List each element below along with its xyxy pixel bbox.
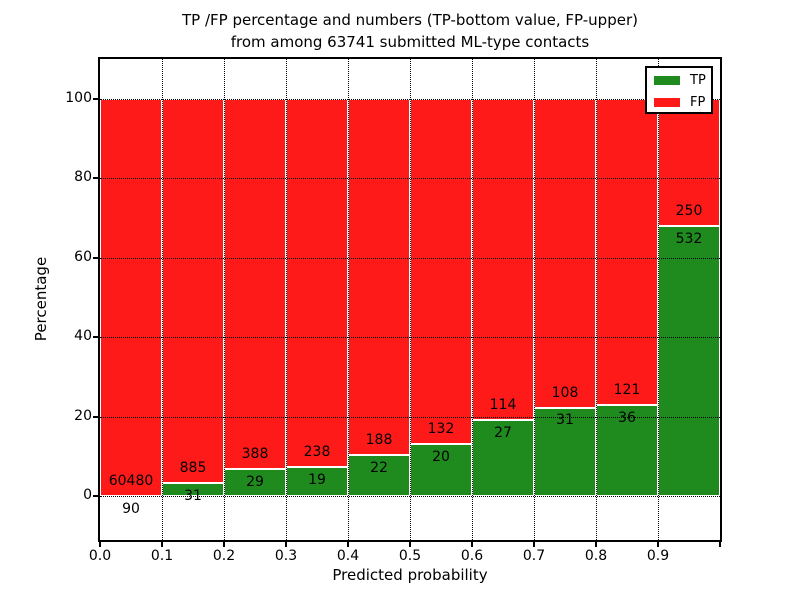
y-tick-label: 20	[74, 407, 92, 424]
x-tick	[657, 542, 659, 547]
y-tick	[93, 336, 98, 339]
tp-count-label: 532	[675, 230, 703, 247]
tp-count-label: 90	[122, 500, 140, 517]
x-tick	[533, 542, 535, 547]
bar-tp-0.3-0.4	[286, 466, 348, 497]
x-tick-label: 0.7	[522, 548, 546, 564]
x-gridline	[286, 59, 287, 540]
y-tick	[93, 256, 98, 259]
x-gridline	[596, 59, 597, 540]
x-tick	[161, 542, 163, 547]
y-gridline	[100, 98, 720, 100]
tp-count-label: 20	[432, 448, 450, 465]
tp-count-label: 36	[618, 409, 636, 426]
tp-count-label: 19	[308, 471, 326, 488]
bar-tp-0.2-0.3	[224, 468, 286, 497]
legend-swatch-tp	[654, 75, 680, 85]
x-gridline	[658, 59, 659, 540]
bar-fp-0.4-0.5	[348, 98, 410, 455]
legend-label-tp: TP	[690, 72, 706, 88]
x-tick-label: 0.0	[88, 548, 112, 564]
plot-frame: 60480 90 885 31 388 29 238 19 188 22 132 20 114 27 108…	[98, 57, 722, 542]
x-tick	[285, 542, 287, 547]
x-tick	[595, 542, 597, 547]
x-gridline	[472, 59, 473, 540]
bar-fp-0.6-0.7	[472, 98, 534, 421]
y-axis-label: Percentage	[32, 256, 50, 342]
tp-count-label: 22	[370, 459, 388, 476]
bar-fp-0.5-0.6	[410, 98, 472, 444]
x-tick-label: 0.9	[646, 548, 670, 564]
bar-fp-0.3-0.4	[286, 98, 348, 467]
legend-label-fp: FP	[690, 94, 706, 110]
x-tick	[99, 542, 101, 547]
x-tick-label: 0.8	[584, 548, 608, 564]
x-gridline	[534, 59, 535, 540]
fp-count-label: 121	[613, 382, 641, 399]
legend-swatch-fp	[654, 97, 680, 107]
x-gridline	[410, 59, 411, 540]
x-tick	[409, 542, 411, 547]
legend-row-tp: TP	[647, 70, 711, 90]
x-axis-label: Predicted probability	[332, 566, 488, 584]
bar-fp-0.8-0.9	[596, 98, 658, 406]
fp-count-label: 250	[675, 202, 703, 219]
chart-title: TP /FP percentage and numbers (TP-bottom…	[100, 9, 720, 53]
x-tick	[347, 542, 349, 547]
x-tick-label: 0.1	[150, 548, 174, 564]
legend: TP FP	[645, 66, 713, 114]
bar-tp-0.9-1.0	[658, 225, 720, 497]
x-gridline	[224, 59, 225, 540]
y-tick-label: 60	[74, 248, 92, 265]
x-gridline	[162, 59, 163, 540]
fp-count-label: 132	[427, 421, 455, 438]
y-tick-label: 100	[65, 89, 92, 106]
chart-title-line2: from among 63741 submitted ML-type conta…	[230, 33, 590, 51]
tp-count-label: 31	[184, 487, 202, 504]
chart-title-line1: TP /FP percentage and numbers (TP-bottom…	[182, 11, 638, 29]
fp-count-label: 114	[489, 397, 517, 414]
x-tick-label: 0.2	[212, 548, 236, 564]
x-tick-label: 0.6	[460, 548, 484, 564]
fp-count-label: 388	[241, 445, 269, 462]
x-tick-label: 0.5	[398, 548, 422, 564]
bar-fp-0.9-1.0	[658, 98, 720, 226]
y-tick	[93, 177, 98, 180]
y-tick-label: 0	[83, 487, 92, 504]
y-gridline	[100, 337, 720, 339]
tp-count-label: 31	[556, 412, 574, 429]
y-tick	[93, 415, 98, 418]
tp-count-label: 29	[246, 473, 264, 490]
y-gridline	[100, 496, 720, 498]
x-tick	[223, 542, 225, 547]
x-tick	[471, 542, 473, 547]
fp-count-label: 108	[551, 384, 579, 401]
x-gridline	[348, 59, 349, 540]
fp-count-label: 60480	[108, 472, 154, 489]
y-gridline	[100, 257, 720, 259]
plot-area: 60480 90 885 31 388 29 238 19 188 22 132 20 114 27 108…	[100, 59, 720, 540]
y-gridline	[100, 416, 720, 418]
x-tick-label: 0.3	[274, 548, 298, 564]
y-tick	[93, 495, 98, 498]
fp-count-label: 188	[365, 431, 393, 448]
tp-count-label: 27	[494, 425, 512, 442]
x-tick-label: 0.4	[336, 548, 360, 564]
bar-fp-0.2-0.3	[224, 98, 286, 469]
y-gridline	[100, 178, 720, 180]
bar-fp-0.1-0.2	[162, 98, 224, 483]
y-tick-label: 40	[74, 328, 92, 345]
fp-count-label: 238	[303, 443, 331, 460]
bar-fp-0.0-0.1	[100, 98, 162, 496]
legend-row-fp: FP	[647, 92, 711, 112]
y-tick-label: 80	[74, 169, 92, 186]
fp-count-label: 885	[179, 459, 207, 476]
bar-fp-0.7-0.8	[534, 98, 596, 408]
y-tick	[93, 97, 98, 100]
x-tick	[719, 542, 721, 547]
